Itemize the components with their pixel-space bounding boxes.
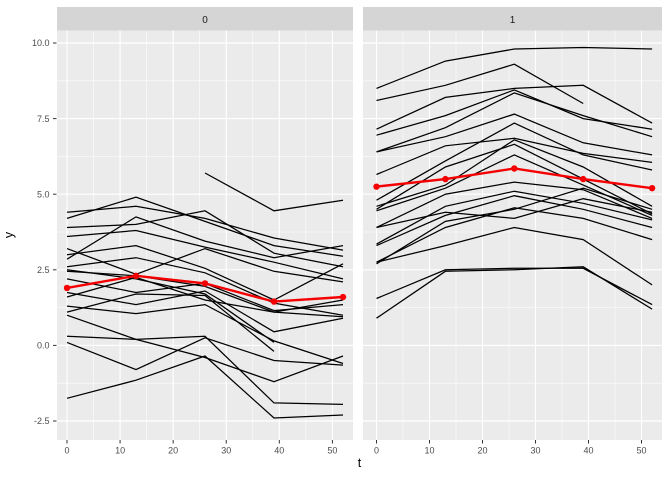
subject-trajectory-line [376, 113, 653, 156]
subject-trajectory-line [376, 190, 653, 245]
subject-trajectory-line [66, 247, 344, 283]
subject-trajectory-line [376, 137, 653, 176]
subject-trajectory-line [376, 226, 653, 286]
subject-trajectory-line [204, 172, 344, 212]
subject-trajectory-line [376, 139, 653, 207]
panel-background [57, 30, 353, 440]
subject-trajectory-line [376, 187, 653, 265]
facet-strip-0 [57, 7, 353, 31]
subject-trajectory-line [66, 269, 275, 343]
mean-point [442, 175, 449, 183]
x-axis-title: t [358, 456, 362, 470]
facet-strip-1 [363, 7, 662, 31]
axes-group: 0 10 20 30 40 50 0 10 20 30 40 50 10.0 7.5 5.0 2.5 0.0 -2… [32, 38, 647, 455]
x-tick-label: 30 [221, 446, 231, 456]
x-tick-label: 50 [636, 446, 646, 456]
mean-point [201, 280, 209, 287]
subject-trajectory-line [66, 335, 344, 406]
y-axis-title: y [2, 231, 16, 238]
subject-trajectory-line [376, 122, 653, 201]
x-tick-label: 50 [327, 446, 337, 456]
mean-point [270, 298, 278, 305]
panel-background [363, 30, 662, 440]
y-tick-label: 0.0 [37, 341, 50, 351]
mean-point [511, 165, 518, 172]
mean-point [339, 293, 347, 301]
subject-trajectory-line [66, 205, 344, 251]
y-tick-label: 10.0 [32, 38, 50, 48]
subject-trajectory-line [66, 303, 344, 365]
subject-trajectory-line [376, 92, 653, 153]
x-tick-label: 30 [530, 446, 540, 456]
x-tick-label: 20 [477, 446, 487, 456]
subject-trajectory-line [66, 210, 344, 268]
x-tick-label: 10 [115, 446, 125, 456]
mean-point [132, 272, 140, 280]
panels-group [57, 30, 662, 440]
subject-trajectory-line [376, 181, 653, 229]
y-tick-label: 2.5 [37, 265, 50, 275]
subject-trajectory-line [376, 198, 653, 229]
subject-trajectory-line [376, 46, 653, 89]
mean-point [580, 175, 587, 183]
x-tick-label: 40 [583, 446, 593, 456]
subject-trajectory-line [66, 196, 344, 257]
x-tick-label: 40 [274, 446, 284, 456]
subject-trajectory-line [66, 355, 344, 419]
subject-trajectory-line [376, 84, 653, 130]
x-tick-label: 0 [64, 446, 69, 456]
subject-trajectory-line [66, 276, 344, 313]
panel-0 [57, 30, 353, 440]
facet-strip-label-1: 1 [510, 15, 516, 26]
subject-trajectory-line [66, 244, 344, 301]
mean-point [63, 284, 71, 292]
x-tick-label: 10 [424, 446, 434, 456]
subject-trajectory-line [376, 195, 653, 247]
subject-trajectory-line [66, 337, 344, 371]
subject-trajectory-line [376, 63, 584, 105]
subject-trajectory-line [66, 257, 344, 316]
y-tick-label: 7.5 [37, 114, 50, 124]
subject-trajectory-line [66, 216, 344, 260]
y-tick-label: 5.0 [37, 189, 50, 199]
subject-trajectory-line [66, 229, 344, 280]
x-tick-label: 20 [168, 446, 178, 456]
facet-strip-label-0: 0 [202, 15, 208, 26]
panel-1 [363, 30, 662, 440]
x-tick-label: 0 [374, 446, 379, 456]
subject-trajectory-line [66, 293, 275, 352]
subject-trajectory-line [66, 314, 344, 383]
mean-point [648, 184, 656, 192]
subject-trajectory-line [376, 207, 653, 263]
mean-point [373, 183, 380, 190]
y-tick-label: -2.5 [34, 416, 50, 426]
subject-trajectory-line [376, 266, 653, 319]
